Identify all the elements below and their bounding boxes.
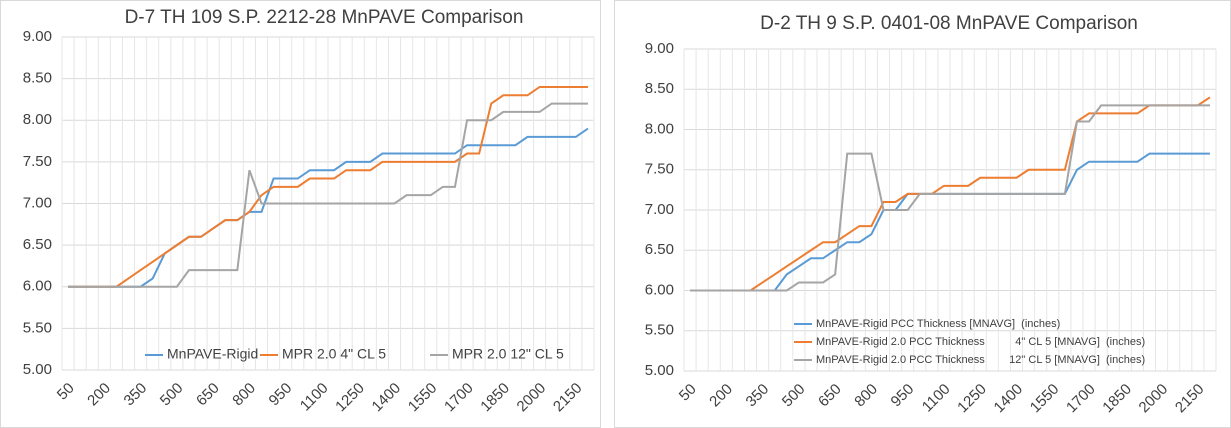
y-tick-label: 7.50 [23, 153, 52, 170]
legend-label: MnPAVE-Rigid PCC Thickness [MNAVG] (inch… [816, 318, 1060, 330]
y-tick-label: 9.00 [645, 40, 674, 57]
legend-label: MPR 2.0 12" CL 5 [452, 346, 564, 362]
series-line [690, 104, 1210, 292]
y-tick-label: 7.00 [23, 194, 52, 211]
y-tick-label: 6.50 [23, 236, 52, 253]
chart-right: D-2 TH 9 S.P. 0401-08 MnPAVE Comparison … [614, 0, 1231, 428]
y-tick-label: 8.50 [23, 70, 52, 87]
y-tick-label: 6.00 [23, 278, 52, 295]
y-tick-label: 6.50 [645, 241, 674, 258]
y-tick-label: 6.00 [645, 281, 674, 298]
legend-label: MnPAVE-Rigid 2.0 PCC Thickness 4" CL 5 [… [816, 336, 1145, 348]
series-line [690, 96, 1211, 292]
y-tick-label: 8.50 [645, 80, 674, 97]
legend-label: MnPAVE-Rigid 2.0 PCC Thickness 12" CL 5 … [816, 354, 1145, 366]
y-tick-label: 5.50 [23, 319, 52, 336]
y-tick-label: 8.00 [23, 111, 52, 128]
chart-frame [0, 0, 601, 428]
legend-label: MnPAVE-Rigid [167, 346, 258, 362]
chart-left: D-7 TH 109 S.P. 2212-28 MnPAVE Compariso… [0, 0, 601, 428]
y-tick-label: 8.00 [645, 120, 674, 137]
series-line [68, 102, 588, 288]
y-tick-label: 7.00 [645, 201, 674, 218]
y-tick-label: 7.50 [645, 161, 674, 178]
chart-frame [614, 0, 1231, 428]
series-line [68, 85, 588, 288]
chart-title: D-2 TH 9 S.P. 0401-08 MnPAVE Comparison [760, 13, 1138, 34]
series-line [68, 127, 589, 288]
chart-title: D-7 TH 109 S.P. 2212-28 MnPAVE Compariso… [125, 7, 524, 28]
legend-label: MPR 2.0 4" CL 5 [282, 346, 386, 362]
y-tick-label: 5.00 [23, 361, 52, 378]
y-tick-label: 5.50 [645, 322, 674, 339]
y-tick-label: 5.00 [645, 362, 674, 379]
y-tick-label: 9.00 [23, 28, 52, 45]
